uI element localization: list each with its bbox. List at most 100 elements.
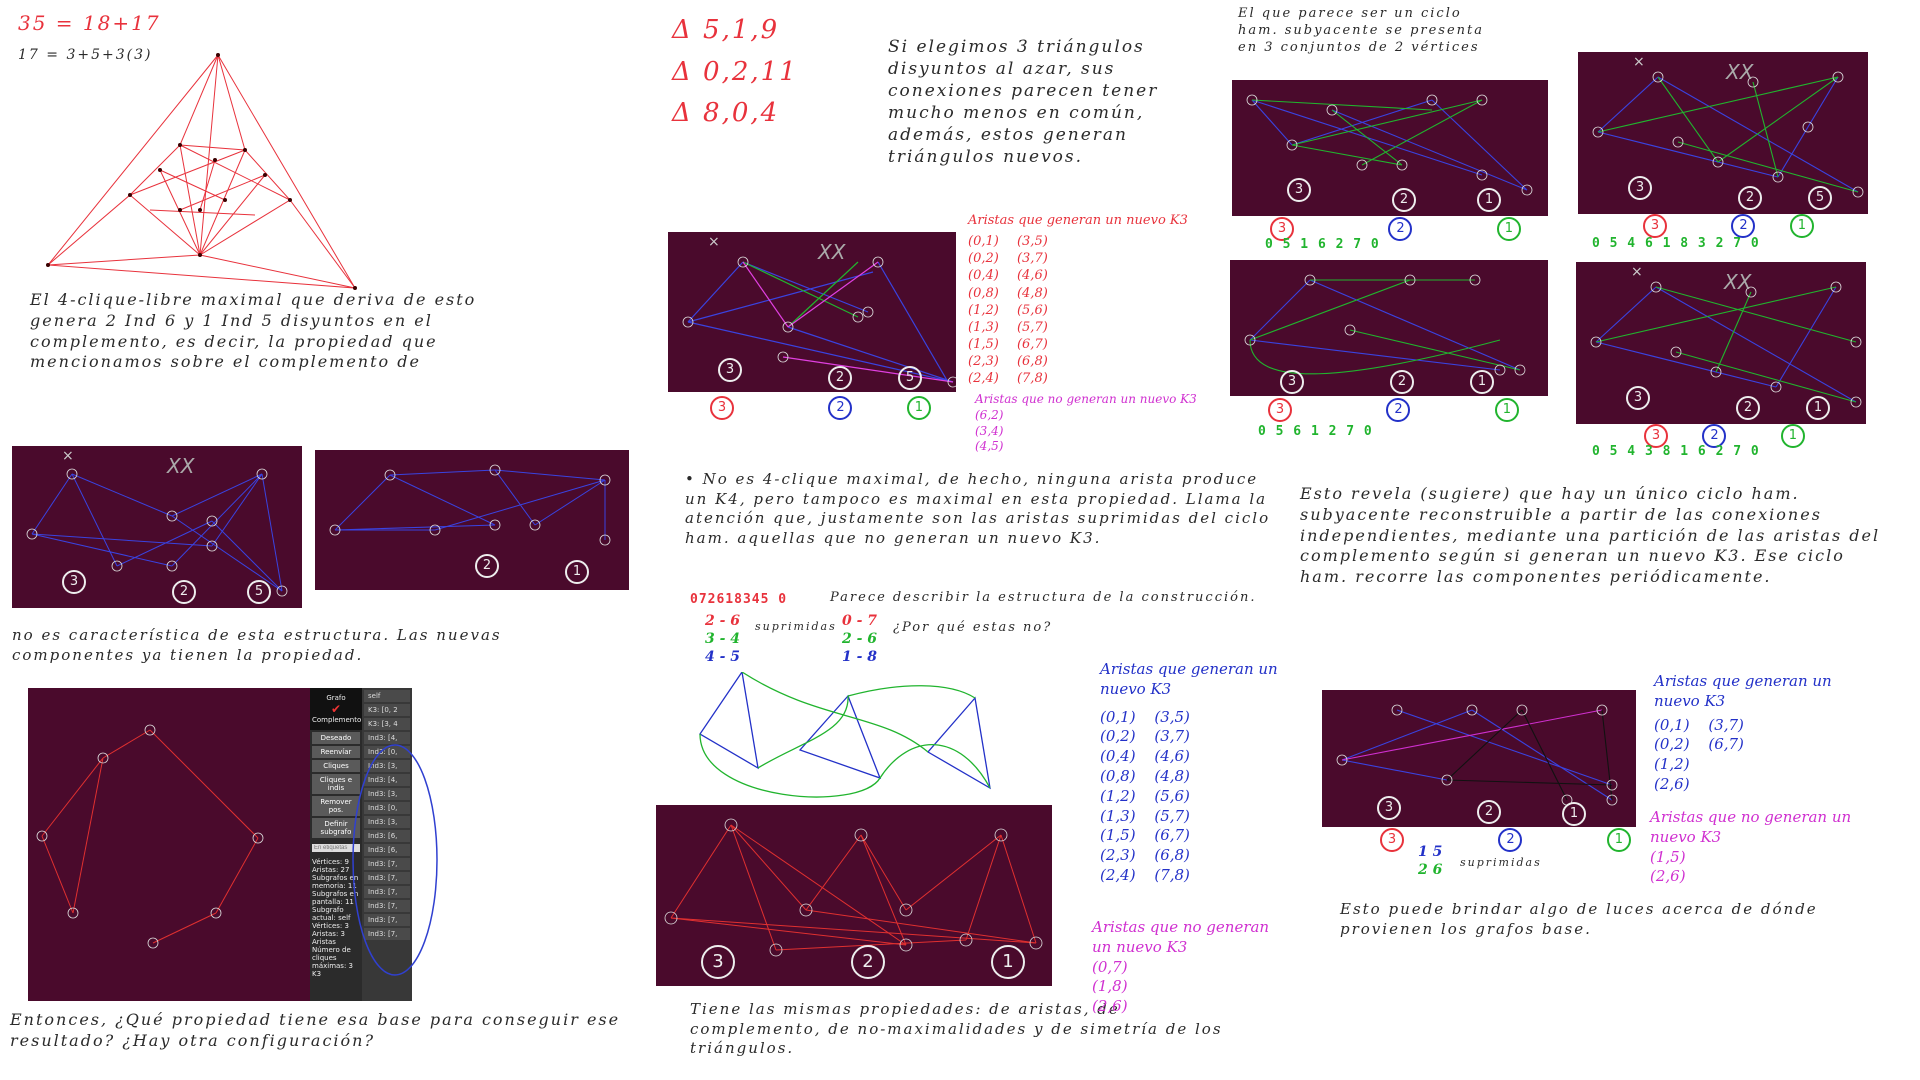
panel-legend: 3 2 1 <box>1258 398 1529 422</box>
triangle-construction-diagram <box>699 672 991 798</box>
definir-subgrafo-button[interactable]: Definir subgrafo <box>312 818 360 838</box>
sidebar-title: Grafo <box>326 694 346 702</box>
check-icon: ✔ <box>330 702 342 716</box>
subgraph-row[interactable]: Ind3: [7, <box>364 928 410 940</box>
complement-label: Complemento <box>312 716 362 724</box>
subgraph-row[interactable]: Ind3: [3, <box>364 816 410 828</box>
component-label-3: 3 <box>718 358 742 382</box>
triangle-note: Si elegimos 3 triángulos disyuntos al az… <box>888 37 1159 168</box>
component-label-3: 3 <box>62 570 86 594</box>
subgraph-list: self K3: [0, 2 K3: [3, 4 Ind3: [4, Ind3:… <box>362 688 412 1001</box>
xx-mark: XX <box>1726 60 1754 84</box>
magenta-edge-list: Aristas que no generan un nuevo K3 (6,2)… <box>975 392 1197 454</box>
subgraph-row[interactable]: K3: [3, 4 <box>364 718 410 730</box>
graph-panel-right-2: × XX 3 2 5 <box>1578 52 1868 214</box>
subgraph-row[interactable]: Ind3: [4, <box>364 774 410 786</box>
cliques-indis-button[interactable]: Cliques e indis <box>312 774 360 794</box>
left-paragraph: El 4-clique-libre maximal que deriva de … <box>30 290 477 372</box>
component-label-2: 2 <box>1477 800 1501 824</box>
center-bullet: • No es 4-clique maximal, de hecho, ning… <box>685 470 1271 547</box>
por-que-note: ¿Por qué estas no? <box>893 620 1053 635</box>
subgraph-row[interactable]: Ind3: [7, <box>364 900 410 912</box>
subgraph-row[interactable]: Ind3: [0, <box>364 746 410 758</box>
center-caption: Parece describir la estructura de la con… <box>830 590 1257 605</box>
component-label-5: 5 <box>247 580 271 604</box>
graph-app-canvas[interactable] <box>28 688 310 1001</box>
graph-panel-right-5: 3 2 1 <box>1322 690 1636 827</box>
graph-panel-right-3: 3 2 1 <box>1230 260 1548 396</box>
subgraph-row[interactable]: Ind3: [7, <box>364 858 410 870</box>
suprimidas-label: suprimidas <box>755 620 837 633</box>
component-label-1: 1 <box>1477 188 1501 212</box>
sequence-3: 0 5 6 1 2 7 0 <box>1258 424 1373 439</box>
component-label-3: 3 <box>1626 386 1650 410</box>
graph-panel-left-1: × XX 3 2 5 <box>12 446 302 608</box>
blue-ellipse-annotation <box>352 744 438 976</box>
component-label-2: 2 <box>1392 188 1416 212</box>
xx-mark: XX <box>1724 270 1752 294</box>
right-top-note: El que parece ser un ciclo ham. subyacen… <box>1238 6 1485 55</box>
nested-triangle-figure <box>46 53 357 290</box>
close-mark: × <box>1631 264 1643 280</box>
graph-panel-right-1: 3 2 1 <box>1232 80 1548 216</box>
component-label-2: 2 <box>1738 186 1762 210</box>
right-pairs: 1 5 2 6 <box>1418 844 1443 878</box>
reenviar-button[interactable]: Reenvíar <box>312 746 360 758</box>
subgraph-row[interactable]: Ind3: [3, <box>364 760 410 772</box>
subgraph-row[interactable]: Ind3: [7, <box>364 886 410 898</box>
component-label-3: 3 <box>1377 796 1401 820</box>
left-continued: no es característica de esta estructura.… <box>12 626 502 664</box>
subgraph-row[interactable]: Ind3: [6, <box>364 844 410 856</box>
graph-panel-center-bottom: 3 2 1 <box>656 805 1052 986</box>
panel-legend: 3 2 1 <box>1260 217 1531 241</box>
right-bottom-note: Esto puede brindar algo de luces acerca … <box>1340 900 1818 938</box>
close-mark: × <box>62 448 74 464</box>
etiquetas-input[interactable] <box>312 844 360 852</box>
cliques-button[interactable]: Cliques <box>312 760 360 772</box>
sequence-2: 0 5 4 6 1 8 3 2 7 0 <box>1592 236 1760 251</box>
component-label-2: 2 <box>828 366 852 390</box>
subgraph-row[interactable]: K3: [0, 2 <box>364 704 410 716</box>
deseado-button[interactable]: Deseado <box>312 732 360 744</box>
sequence-1: 0 5 1 6 2 7 0 <box>1265 237 1380 252</box>
remover-button[interactable]: Remover pos. <box>312 796 360 816</box>
component-label-1: 1 <box>1562 802 1586 826</box>
component-label-3: 3 <box>1280 370 1304 394</box>
blue-edge-list: Aristas que generan un nuevo K3 (0,1) (0,… <box>1100 660 1278 884</box>
xx-mark: XX <box>167 454 195 478</box>
subgraph-row[interactable]: Ind3: [7, <box>364 914 410 926</box>
right-magenta-edge-list: Aristas que no generan un nuevo K3 (1,5)… <box>1650 808 1852 886</box>
close-mark: × <box>708 234 720 250</box>
component-label-3: 3 <box>1287 178 1311 202</box>
blue-magenta-edge-list: Aristas que no generan un nuevo K3 (0,7)… <box>1092 918 1270 1016</box>
subgraph-row[interactable]: self <box>364 690 410 702</box>
triangle-list: Δ 5,1,9 Δ 0,2,11 Δ 8,0,4 <box>672 15 798 129</box>
suprimidas-label-right: suprimidas <box>1460 856 1542 869</box>
xx-mark: XX <box>818 240 846 264</box>
subgraph-row[interactable]: Ind3: [7, <box>364 872 410 884</box>
subgraph-row[interactable]: Ind3: [3, <box>364 788 410 800</box>
component-label-1: 1 <box>565 560 589 584</box>
stats-list: Vértices: 9 Aristas: 27 Subgrafos en mem… <box>312 858 359 978</box>
panel-legend: 3 2 1 <box>1633 214 1824 238</box>
component-label-3: 3 <box>1628 176 1652 200</box>
right-blue-edge-list: Aristas que generan un nuevo K3 (0,1) (0,… <box>1654 672 1832 793</box>
panel-legend: 3 2 1 <box>1370 828 1641 852</box>
panel-legend: 3 2 1 <box>700 396 941 420</box>
equation-1: 35 = 18+17 <box>18 11 161 35</box>
component-label-5: 5 <box>898 366 922 390</box>
component-label-3: 3 <box>701 945 735 979</box>
component-label-5: 5 <box>1808 186 1832 210</box>
subgraph-row[interactable]: Ind3: [6, <box>364 830 410 842</box>
panel-legend: 3 2 1 <box>1634 424 1815 448</box>
subgraph-row[interactable]: Ind3: [0, <box>364 802 410 814</box>
sequence-4: 0 5 4 3 8 1 6 2 7 0 <box>1592 444 1760 459</box>
equation-2: 17 = 3+5+3(3) <box>18 47 153 63</box>
component-label-2: 2 <box>1390 370 1414 394</box>
component-label-2: 2 <box>1736 396 1760 420</box>
component-label-2: 2 <box>475 554 499 578</box>
right-paragraph: Esto revela (sugiere) que hay un único c… <box>1300 484 1881 587</box>
center-bottom-note: Tiene las mismas propiedades: de aristas… <box>690 1000 1223 1057</box>
subgraph-row[interactable]: Ind3: [4, <box>364 732 410 744</box>
graph-panel-left-2: 2 1 <box>315 450 629 590</box>
